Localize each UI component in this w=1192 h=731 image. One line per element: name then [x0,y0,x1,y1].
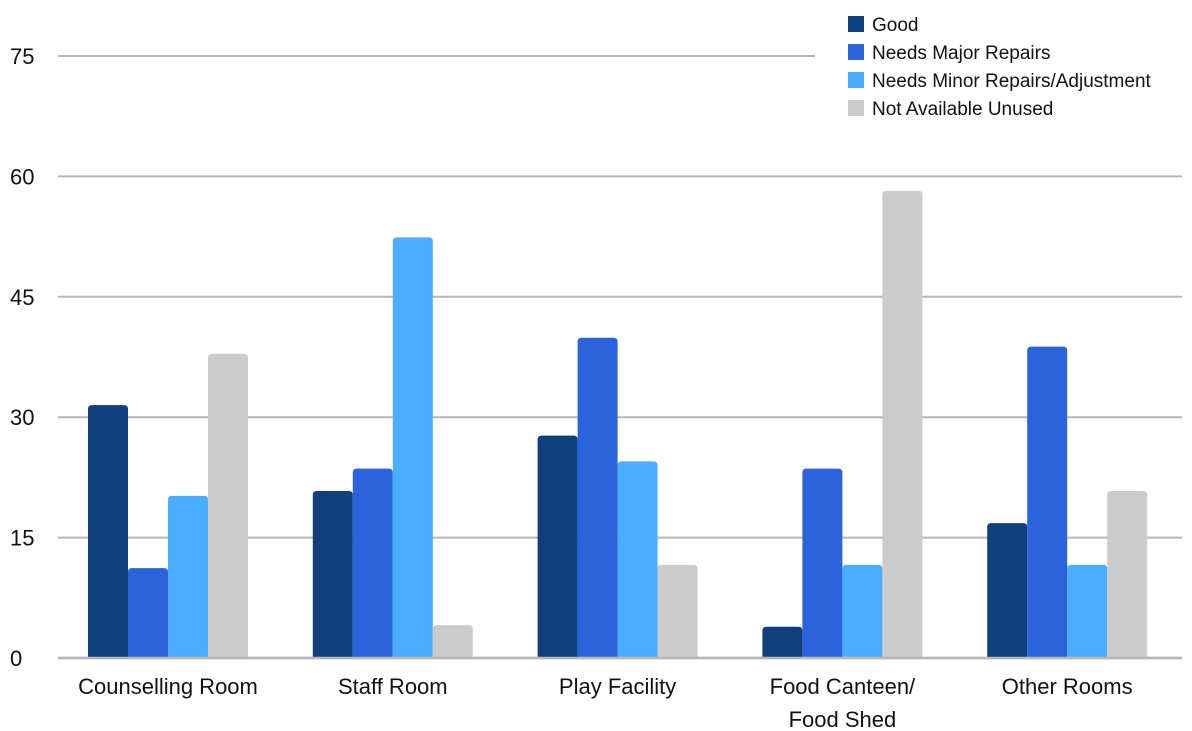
x-axis-categories: Counselling Room Staff Room Play Facility F… [78,674,1132,731]
y-tick-label-15: 15 [10,526,34,551]
bar-3-3 [882,190,923,658]
x-category-label-2: Play Facility [559,674,676,699]
y-tick-label-60: 60 [10,164,34,189]
bar-0-0 [88,405,128,658]
legend-swatch-2 [848,72,864,88]
bar-1-3 [432,625,473,658]
legend-swatch-1 [848,44,864,60]
legend-label-0: Good [872,15,918,36]
bar-3-1 [802,468,843,658]
bar-4-1 [1027,346,1068,658]
bar-1-0 [312,491,353,658]
y-tick-label-75: 75 [10,44,34,69]
x-category-label-4: Other Rooms [1002,674,1133,699]
legend-swatch-0 [848,16,864,32]
bar-4-3 [1107,491,1148,658]
bar-4-2 [1067,564,1108,658]
bar-3-2 [842,564,883,658]
bar-2-3 [657,564,698,658]
legend: Good Needs Major Repairs Needs Minor Repai… [848,15,1152,120]
bars [58,190,1182,660]
legend-label-3: Not Available Unused [872,99,1053,120]
y-tick-label-30: 30 [10,405,34,430]
bar-0-3 [208,353,248,658]
y-tick-label-45: 45 [10,285,34,310]
bar-2-1 [577,337,618,658]
bar-3-0 [762,626,803,658]
bar-0-1 [128,568,168,658]
bar-2-2 [617,461,658,658]
x-category-label-1: Staff Room [338,674,448,699]
y-axis-ticks: 0 15 30 45 60 75 [10,44,34,671]
y-tick-label-0: 0 [10,646,22,671]
bar-4-0 [987,523,1028,658]
bar-1-2 [392,237,433,659]
legend-label-2: Needs Minor Repairs/Adjustment [872,71,1152,92]
x-category-label-3: Food Canteen/ [770,674,916,699]
legend-swatch-3 [848,100,864,116]
bar-0-2 [168,495,208,658]
bar-1-1 [352,468,393,658]
legend-label-1: Needs Major Repairs [872,43,1050,64]
bar-2-0 [537,435,578,658]
x-category-label-3-line-1: Food Shed [789,707,897,731]
x-category-label-0: Counselling Room [78,674,258,699]
